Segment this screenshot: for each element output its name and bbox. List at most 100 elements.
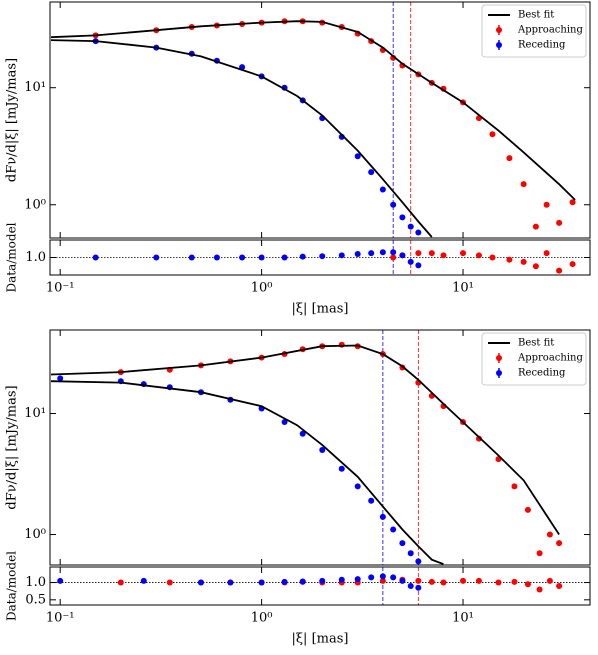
data-point	[379, 577, 386, 584]
x-axis-label: |ξ| [mas]	[292, 302, 349, 317]
data-point	[299, 578, 306, 585]
axes-frame	[49, 1, 591, 239]
legend-label: Receding	[518, 368, 566, 379]
data-point	[390, 201, 397, 208]
data-point	[281, 254, 288, 261]
data-point	[390, 574, 397, 581]
data-point	[569, 261, 576, 268]
data-point	[543, 250, 550, 257]
data-point	[258, 579, 265, 586]
data-point	[354, 576, 361, 583]
x-tick-label: 10¹	[452, 281, 474, 296]
y-tick-label: 10⁰	[24, 527, 46, 542]
data-point	[556, 219, 563, 226]
fit-line	[50, 344, 560, 535]
data-point	[390, 526, 397, 533]
data-point	[354, 251, 361, 257]
legend-label: Best fit	[518, 338, 554, 349]
data-point	[506, 256, 513, 263]
fit-line	[50, 380, 444, 565]
plot-area	[50, 567, 590, 605]
x-tick-label: 10⁰	[251, 611, 273, 626]
fit-line	[50, 20, 576, 201]
data-point	[475, 435, 482, 442]
plot-area	[50, 330, 563, 565]
data-point	[166, 579, 173, 586]
data-point	[140, 577, 147, 584]
plot-area	[50, 240, 590, 275]
legend: Best fit Approaching Receding	[481, 4, 587, 58]
data-point	[524, 506, 531, 513]
data-point	[407, 223, 414, 230]
data-point	[460, 577, 467, 584]
data-point	[354, 483, 361, 490]
data-point	[489, 254, 496, 261]
data-point	[258, 254, 265, 261]
data-point	[495, 579, 502, 586]
data-point	[368, 169, 375, 176]
data-point	[57, 577, 64, 584]
data-point	[197, 579, 204, 586]
data-point	[428, 578, 435, 585]
data-point	[92, 254, 99, 261]
data-point	[460, 250, 467, 257]
axes-frame	[49, 329, 591, 566]
data-point	[415, 577, 422, 584]
y-tick-label: 1.0	[25, 575, 46, 590]
data-point	[536, 586, 543, 593]
data-point	[213, 254, 220, 261]
data-point	[475, 252, 482, 259]
legend-box	[481, 4, 587, 58]
data-point	[524, 581, 531, 588]
data-point	[415, 262, 422, 269]
data-point	[415, 558, 422, 565]
y-axis-label: dFν/d|ξ| [mJy/mas]	[5, 385, 20, 509]
data-point	[239, 254, 246, 261]
data-point	[368, 250, 375, 257]
legend-box	[481, 332, 587, 386]
legend: Best fit Approaching Receding	[481, 332, 587, 386]
data-point	[520, 258, 527, 265]
x-tick-label: 10⁻¹	[46, 281, 75, 296]
data-point	[415, 250, 422, 257]
data-point	[399, 214, 406, 221]
data-point	[440, 579, 447, 586]
data-point	[379, 249, 386, 256]
legend-label: Best fit	[518, 10, 554, 21]
data-point	[319, 253, 326, 260]
data-point	[475, 577, 482, 584]
data-point	[407, 258, 414, 265]
data-point	[556, 267, 563, 274]
data-point	[188, 254, 195, 261]
legend-swatch	[496, 42, 502, 48]
y-axis-label: dFν/d|ξ| [mJy/mas]	[5, 58, 20, 182]
data-point	[338, 576, 345, 583]
data-point	[338, 252, 345, 259]
data-point	[399, 540, 406, 547]
x-tick-label: 10⁰	[251, 281, 273, 296]
y-axis-label: Data/model	[5, 551, 19, 621]
data-point	[556, 540, 563, 547]
data-point	[281, 578, 288, 585]
data-point	[511, 483, 518, 490]
data-point	[546, 577, 553, 584]
data-point	[281, 419, 288, 426]
data-point	[532, 223, 539, 230]
plot-area	[50, 2, 576, 238]
data-point	[489, 131, 496, 138]
data-point	[511, 578, 518, 585]
legend-label: Approaching	[517, 353, 583, 364]
data-point	[546, 531, 553, 538]
data-point	[536, 550, 543, 557]
legend-swatch	[496, 355, 502, 361]
data-point	[399, 577, 406, 584]
legend-swatch	[496, 27, 502, 33]
data-point	[368, 574, 375, 581]
data-point	[227, 579, 234, 586]
data-point	[299, 253, 306, 260]
data-point	[338, 341, 345, 348]
data-point	[299, 430, 306, 437]
data-point	[117, 579, 124, 586]
data-point	[506, 155, 513, 162]
